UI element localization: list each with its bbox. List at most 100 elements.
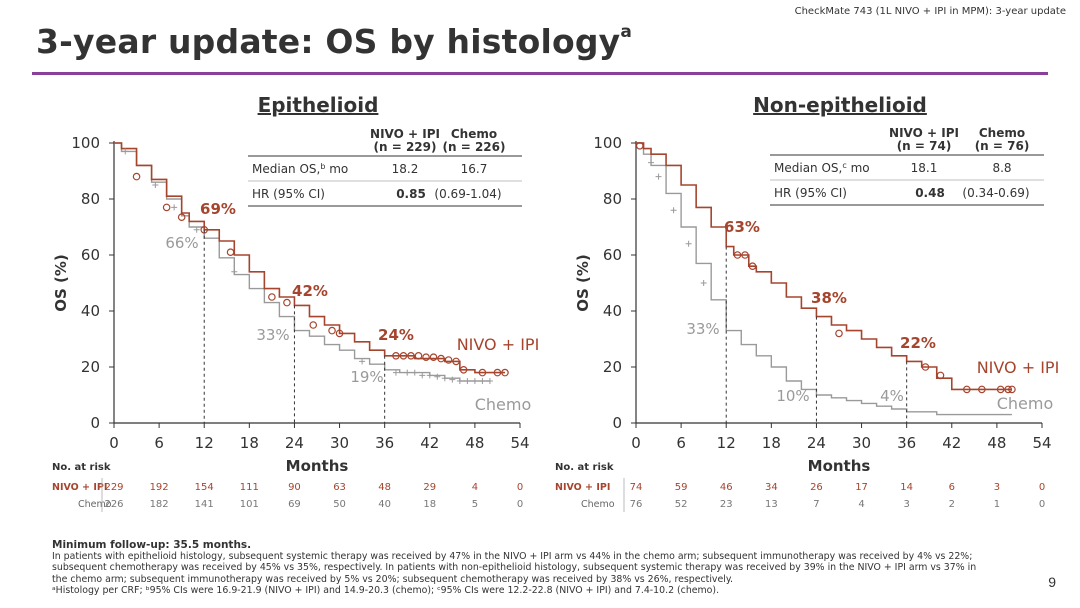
series-line-chemo (636, 142, 1012, 416)
y-tick-label: 40 (603, 302, 622, 320)
censor-mark-chemo (171, 204, 178, 211)
landmark-label-chemo: 33% (686, 320, 719, 338)
title-divider (32, 72, 1048, 75)
table-col-header: NIVO + IPI (889, 126, 959, 140)
landmark-label-chemo: 66% (165, 234, 198, 252)
at-risk-count-chemo: 76 (630, 499, 643, 510)
footnotes: Minimum follow-up: 35.5 months. In patie… (52, 539, 1032, 596)
censor-mark-nivo-ipi (459, 365, 468, 374)
x-tick-label: 18 (762, 434, 781, 452)
at-risk-count-nivo-ipi: 111 (240, 482, 259, 493)
y-tick-label: 100 (71, 134, 100, 152)
page-number: 9 (1048, 574, 1056, 590)
at-risk-count-chemo: 3 (903, 499, 909, 510)
censor-mark-nivo-ipi (335, 329, 344, 338)
censor-mark-nivo-ipi (162, 203, 171, 212)
censor-mark-nivo-ipi (407, 351, 415, 360)
series-line-nivo-ipi (636, 142, 1012, 391)
x-tick-label: 12 (195, 434, 214, 452)
censor-mark-chemo (456, 378, 463, 384)
y-tick-label: 60 (81, 246, 100, 264)
x-tick-label: 24 (807, 434, 826, 452)
x-tick-label: 0 (109, 434, 119, 452)
censor-mark-nivo-ipi (748, 262, 757, 271)
at-risk-count-nivo-ipi: 14 (900, 482, 913, 493)
x-tick-label: 48 (987, 434, 1006, 452)
x-tick-label: 42 (420, 434, 439, 452)
at-risk-count-chemo: 2 (949, 499, 955, 510)
censor-mark-chemo (479, 378, 486, 384)
censor-mark-nivo-ipi (478, 368, 487, 377)
censor-mark-nivo-ipi (268, 293, 276, 301)
at-risk-count-chemo: 0 (517, 499, 523, 510)
table-col-header: NIVO + IPI (370, 127, 440, 141)
censor-mark-chemo (122, 148, 129, 155)
censor-mark-chemo (464, 378, 471, 384)
at-risk-count-chemo: 182 (150, 499, 169, 510)
x-tick-label: 30 (852, 434, 871, 452)
median-os-nivo-ipi: 18.1 (911, 161, 938, 175)
censor-mark-chemo (392, 369, 399, 376)
landmark-label-nivo-ipi: 24% (378, 326, 414, 344)
at-risk-row-label-nivo-ipi: NIVO + IPI (52, 482, 107, 493)
censor-mark-nivo-ipi (422, 353, 430, 362)
series-label-nivo-ipi: NIVO + IPI (977, 358, 1060, 377)
censor-mark-chemo (434, 373, 441, 380)
censor-mark-nivo-ipi (399, 351, 408, 360)
censor-mark-nivo-ipi (392, 351, 400, 360)
table-row-label: HR (95% CI) (252, 187, 325, 201)
table-row-label: Median OS,b mo (252, 162, 348, 176)
landmark-label-chemo: 10% (776, 387, 809, 405)
censor-mark-chemo (193, 226, 200, 233)
censor-mark-chemo (449, 376, 456, 383)
censor-mark-nivo-ipi (1004, 385, 1012, 394)
at-risk-count-nivo-ipi: 3 (994, 482, 1000, 493)
at-risk-count-chemo: 52 (675, 499, 688, 510)
summary-table: NIVO + IPI(n = 74) Chemo(n = 76) Median OS… (770, 126, 1044, 206)
x-tick-label: 48 (465, 434, 484, 452)
at-risk-row-label-chemo: Chemo (78, 499, 112, 510)
at-risk-count-nivo-ipi: 46 (720, 482, 733, 493)
trial-tag: CheckMate 743 (1L NIVO + IPI in MPM): 3-… (794, 6, 1066, 17)
at-risk-count-chemo: 1 (994, 499, 1000, 510)
series-line-nivo-ipi (114, 142, 505, 374)
y-axis-label: OS (%) (52, 254, 70, 312)
censor-mark-nivo-ipi (1008, 385, 1016, 394)
censor-mark-chemo (359, 358, 366, 365)
landmark-label-chemo: 4% (880, 387, 904, 405)
at-risk-count-nivo-ipi: 4 (472, 482, 478, 493)
at-risk-count-nivo-ipi: 154 (195, 482, 214, 493)
censor-mark-chemo (648, 159, 655, 166)
x-tick-label: 30 (330, 434, 349, 452)
hazard-ratio-ci: (0.69-1.04) (434, 187, 501, 201)
censor-mark-nivo-ipi (978, 385, 986, 394)
y-tick-label: 100 (593, 134, 622, 152)
censor-mark-nivo-ipi (733, 251, 742, 259)
x-tick-label: 54 (510, 434, 529, 452)
at-risk-count-nivo-ipi: 90 (288, 482, 301, 493)
at-risk-count-nivo-ipi: 74 (630, 482, 643, 493)
table-col-header: Chemo (451, 127, 497, 141)
hazard-ratio-ci: (0.34-0.69) (962, 186, 1029, 200)
censor-mark-nivo-ipi (452, 357, 460, 366)
at-risk-count-chemo: 4 (858, 499, 864, 510)
at-risk-count-nivo-ipi: 63 (333, 482, 346, 493)
hazard-ratio: 0.85 (396, 187, 426, 201)
footnote-line: In patients with epithelioid histology, … (52, 551, 973, 563)
x-axis-label: Months (808, 457, 871, 475)
series-label-chemo: Chemo (475, 395, 532, 414)
landmark-label-nivo-ipi: 69% (200, 200, 236, 218)
footnote-line: subsequent chemotherapy was received by … (52, 562, 977, 574)
censor-mark-nivo-ipi (414, 351, 423, 360)
landmark-label-nivo-ipi: 63% (724, 218, 760, 236)
slide-title: 3-year update: OS by histologya (36, 22, 632, 61)
censor-mark-nivo-ipi (963, 385, 971, 394)
series-label-chemo: Chemo (997, 394, 1054, 413)
at-risk-count-nivo-ipi: 229 (104, 482, 123, 493)
at-risk-count-nivo-ipi: 0 (1039, 482, 1045, 493)
hazard-ratio: 0.48 (915, 186, 945, 200)
censor-mark-nivo-ipi (309, 321, 318, 329)
at-risk-count-nivo-ipi: 17 (855, 482, 868, 493)
x-tick-label: 6 (154, 434, 164, 452)
